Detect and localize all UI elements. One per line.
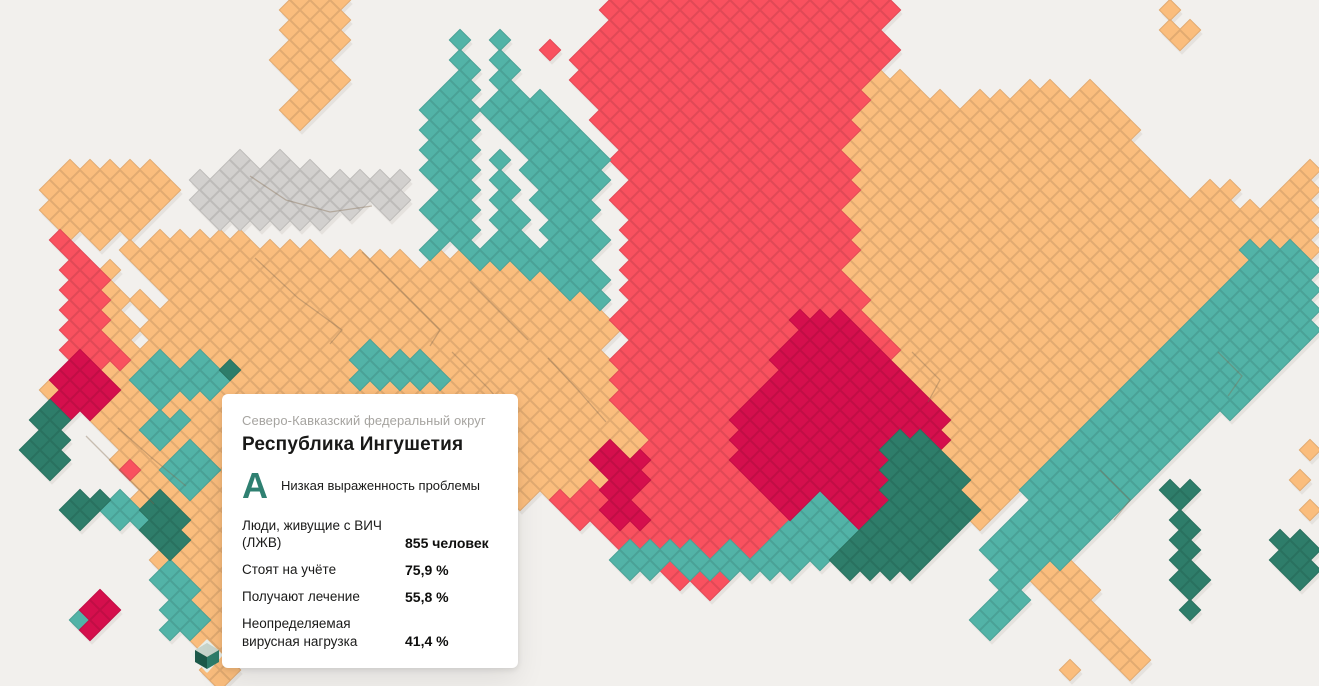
region-stats-list: Люди, живущие с ВИЧ (ЛЖВ) 855 человек Стоя…: [242, 517, 498, 651]
severity-grade-letter: А: [242, 465, 268, 506]
map-region-tiles-grade-B[interactable]: [68, 28, 1319, 642]
stat-row: Стоят на учёте 75,9 %: [242, 561, 498, 579]
stat-label: Стоят на учёте: [242, 562, 337, 578]
stat-value: 75,9 %: [405, 561, 449, 578]
stat-row: Получают лечение 55,8 %: [242, 588, 498, 606]
stat-row: Неопределяемая вирусная нагрузка 41,4 %: [242, 615, 498, 651]
federal-district-label: Северо-Кавказский федеральный округ: [242, 413, 486, 428]
stat-label: Получают лечение: [242, 588, 360, 604]
severity-grade-row: А Низкая выраженность проблемы: [242, 465, 498, 506]
stat-value: 41,4 %: [405, 633, 449, 650]
map-region-tiles-grade-A[interactable]: [18, 358, 1319, 622]
stat-value: 55,8 %: [405, 588, 449, 605]
stat-value: 855 человек: [405, 535, 489, 552]
region-info-card: Северо-Кавказский федеральный округ Респ…: [222, 394, 518, 668]
stat-label: Неопределяемая вирусная нагрузка: [242, 615, 358, 649]
selected-region-marker[interactable]: [191, 639, 223, 673]
stat-label: Люди, живущие с ВИЧ (ЛЖВ): [242, 517, 382, 551]
map-region-tiles-grade-D[interactable]: [48, 0, 902, 602]
region-title: Республика Ингушетия: [242, 434, 464, 455]
map-region-tiles-grade-N[interactable]: [188, 148, 412, 232]
severity-grade-description: Низкая выраженность проблемы: [281, 478, 480, 494]
stat-row: Люди, живущие с ВИЧ (ЛЖВ) 855 человек: [242, 517, 498, 553]
